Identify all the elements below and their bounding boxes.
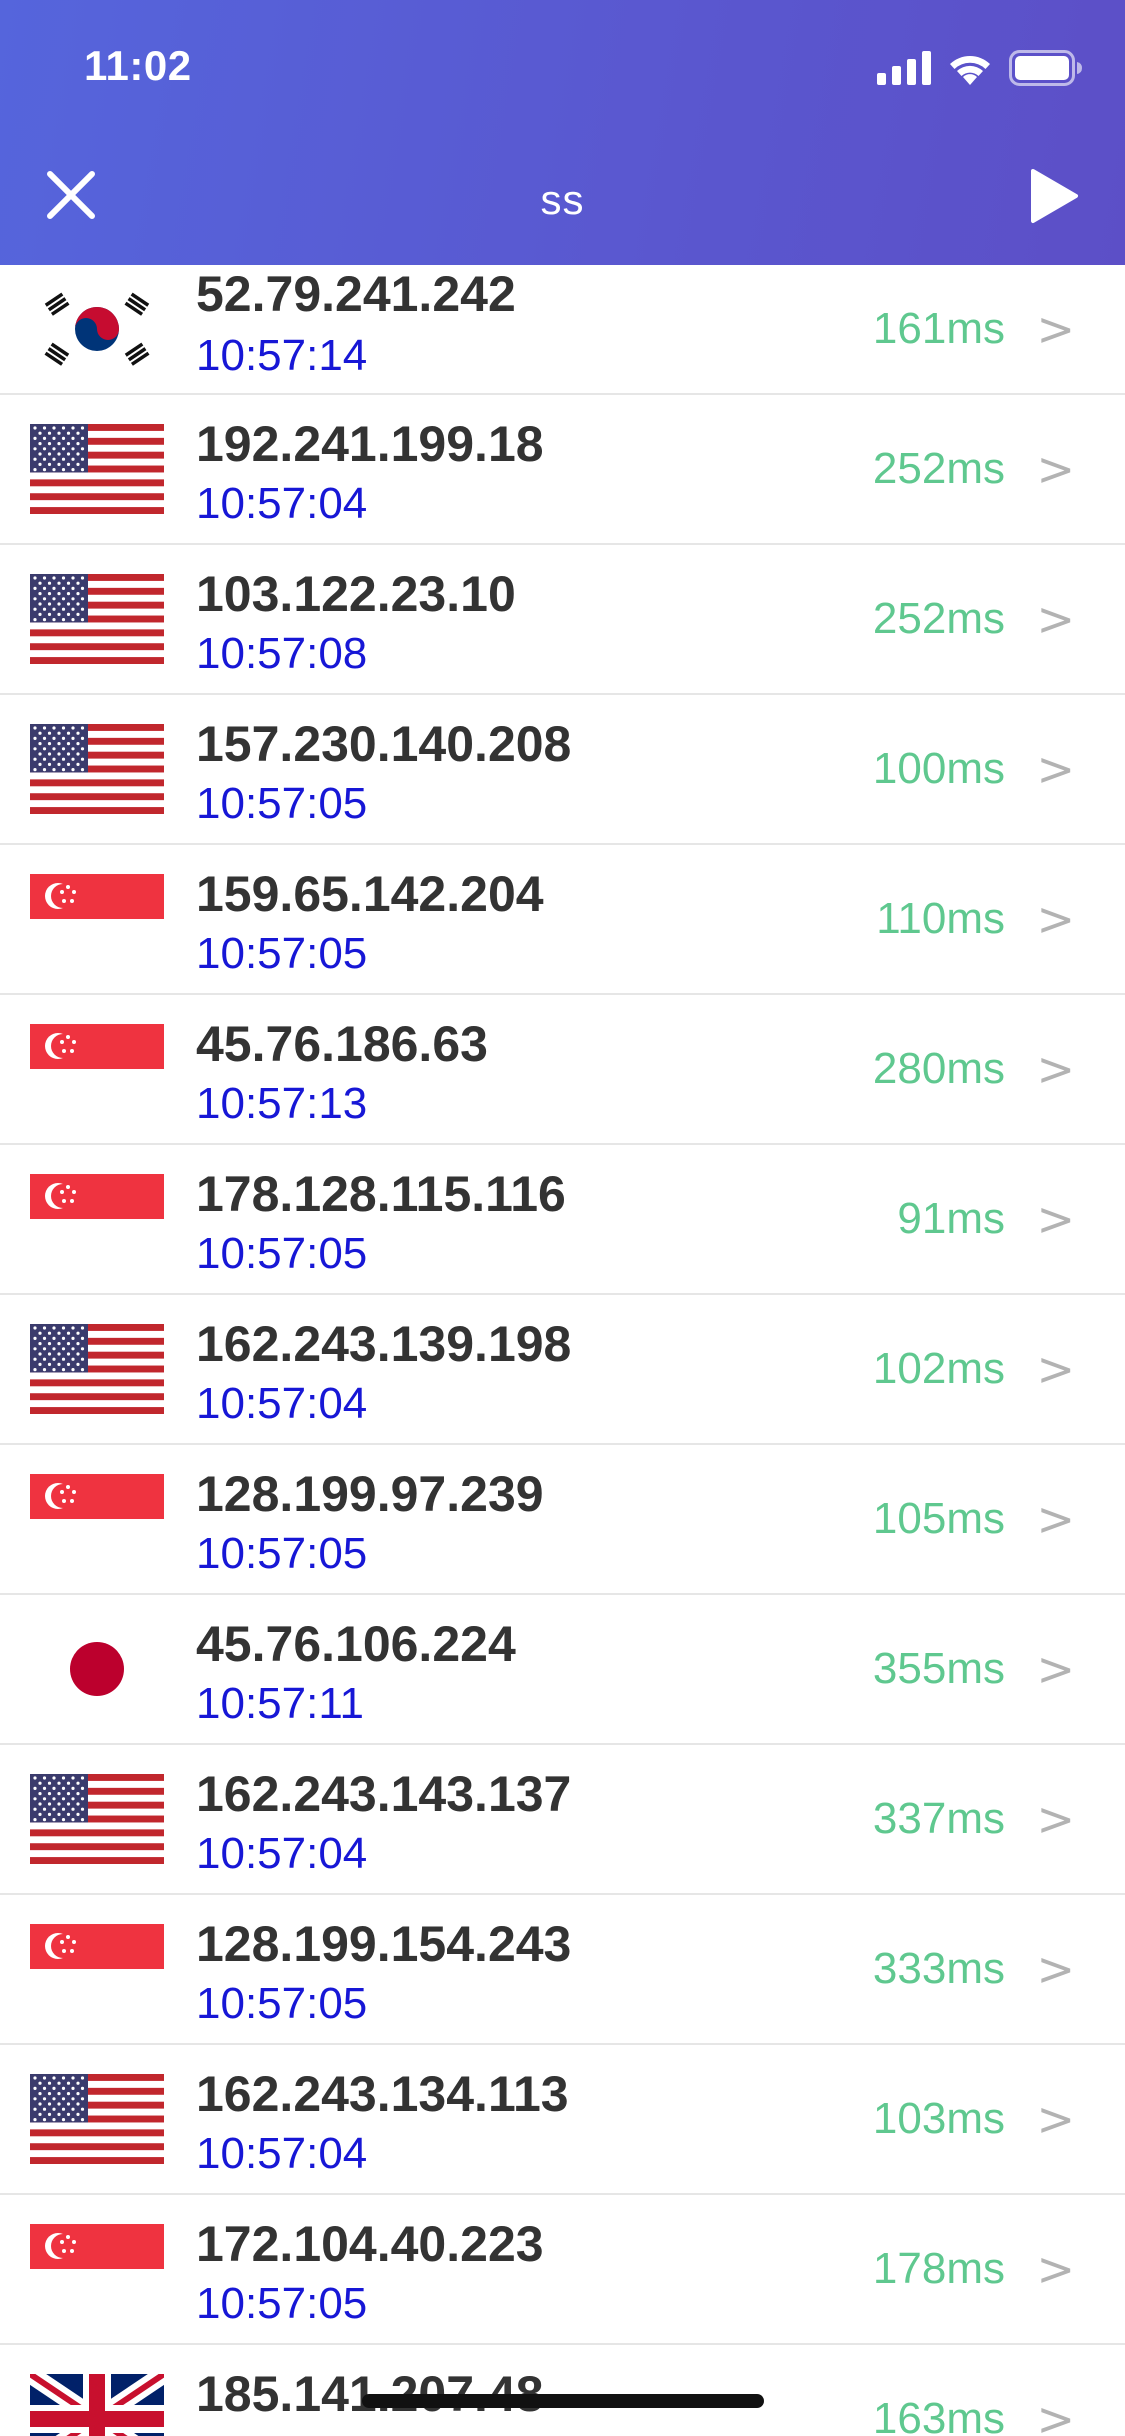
chevron-right-icon: > [1036, 302, 1075, 356]
server-ip: 128.199.97.239 [196, 1466, 544, 1522]
server-timestamp: 10:57:04 [196, 1379, 368, 1428]
server-row[interactable]: 178.128.115.116 10:57:05 91ms > [0, 1145, 1125, 1295]
chevron-right-icon: > [1036, 1792, 1075, 1846]
server-row[interactable]: 172.104.40.223 10:57:05 178ms > [0, 2195, 1125, 2345]
server-ip: 128.199.154.243 [196, 1916, 572, 1972]
server-timestamp: 10:57:05 [196, 779, 368, 828]
server-row[interactable]: 162.243.139.198 10:57:04 102ms > [0, 1295, 1125, 1445]
server-latency: 178ms [872, 2244, 1005, 2293]
server-ip: 162.243.139.198 [196, 1316, 572, 1372]
chevron-right-icon: > [1036, 1492, 1075, 1546]
server-timestamp: 10:57:04 [196, 479, 368, 528]
server-ip: 172.104.40.223 [196, 2216, 544, 2272]
us-flag-icon [30, 2074, 164, 2164]
server-row[interactable]: 159.65.142.204 10:57:05 110ms > [0, 845, 1125, 995]
chevron-right-icon: > [1036, 2092, 1075, 2146]
server-latency: 110ms [876, 894, 1005, 943]
server-latency: 102ms [872, 1344, 1005, 1393]
chevron-right-icon: > [1036, 1042, 1075, 1096]
chevron-right-icon: > [1036, 892, 1075, 946]
close-icon[interactable] [44, 168, 98, 222]
home-indicator [362, 2394, 764, 2408]
singapore-flag-icon [30, 1924, 164, 2014]
server-latency: 355ms [872, 1644, 1005, 1693]
uk-flag-icon [30, 2374, 164, 2436]
singapore-flag-icon [30, 2224, 164, 2314]
server-ip: 45.76.186.63 [196, 1016, 488, 1072]
server-latency: 337ms [872, 1794, 1005, 1843]
wifi-icon [950, 56, 990, 85]
cellular-signal-icon [877, 51, 931, 85]
chevron-right-icon: > [1036, 1942, 1075, 1996]
server-row[interactable]: 185.141.207.48163ms> [0, 2345, 1125, 2436]
server-ip: 162.243.134.113 [196, 2066, 569, 2122]
chevron-right-icon: > [1036, 2392, 1075, 2436]
battery-icon [1009, 50, 1082, 86]
server-row[interactable]: 162.243.143.137 10:57:04 337ms > [0, 1745, 1125, 1895]
singapore-flag-icon [30, 874, 164, 964]
chevron-right-icon: > [1036, 1192, 1075, 1246]
server-latency: 91ms [897, 1194, 1005, 1243]
server-timestamp: 10:57:13 [196, 1079, 368, 1128]
server-list: 52.79.241.242 10:57:14 161ms >192.241.199.1… [0, 265, 1125, 2436]
us-flag-icon [30, 1774, 164, 1864]
server-ip: 159.65.142.204 [196, 866, 544, 922]
server-ip: 157.230.140.208 [196, 716, 572, 772]
server-row[interactable]: 128.199.154.243 10:57:05 333ms > [0, 1895, 1125, 2045]
server-latency: 161ms [872, 304, 1005, 353]
play-icon[interactable] [1029, 168, 1079, 224]
server-timestamp: 10:57:11 [196, 1679, 365, 1728]
server-ip: 192.241.199.18 [196, 416, 544, 472]
server-latency: 252ms [872, 594, 1005, 643]
server-row[interactable]: 103.122.23.10 10:57:08 252ms > [0, 545, 1125, 695]
server-latency: 280ms [872, 1044, 1005, 1093]
server-latency: 103ms [872, 2094, 1005, 2143]
server-row[interactable]: 192.241.199.18 10:57:04 252ms > [0, 395, 1125, 545]
server-latency: 163ms [872, 2394, 1005, 2436]
page-title: ss [540, 176, 585, 223]
server-ip: 52.79.241.242 [196, 266, 516, 322]
nav-header: 11:02 ss [0, 0, 1125, 265]
us-flag-icon [30, 724, 164, 814]
chevron-right-icon: > [1036, 592, 1075, 646]
server-row[interactable]: 157.230.140.208 10:57:05 100ms > [0, 695, 1125, 845]
singapore-flag-icon [30, 1174, 164, 1264]
server-row[interactable]: 45.76.106.224 10:57:11 355ms > [0, 1595, 1125, 1745]
server-timestamp: 10:57:05 [196, 1229, 368, 1278]
server-timestamp: 10:57:05 [196, 1979, 368, 2028]
server-latency: 252ms [872, 444, 1005, 493]
server-latency: 100ms [872, 744, 1005, 793]
server-latency: 333ms [872, 1944, 1005, 1993]
server-timestamp: 10:57:05 [196, 2279, 368, 2328]
server-row[interactable]: 162.243.134.113 10:57:04 103ms > [0, 2045, 1125, 2195]
server-timestamp: 10:57:05 [196, 929, 368, 978]
chevron-right-icon: > [1036, 1642, 1075, 1696]
chevron-right-icon: > [1036, 2242, 1075, 2296]
japan-flag-icon [30, 1624, 164, 1714]
server-latency: 105ms [872, 1494, 1005, 1543]
server-ip: 162.243.143.137 [196, 1766, 572, 1822]
chevron-right-icon: > [1036, 742, 1075, 796]
server-timestamp: 10:57:14 [196, 331, 368, 380]
server-timestamp: 10:57:08 [196, 629, 368, 678]
us-flag-icon [30, 424, 164, 514]
server-row[interactable]: 128.199.97.239 10:57:05 105ms > [0, 1445, 1125, 1595]
chevron-right-icon: > [1036, 442, 1075, 496]
server-timestamp: 10:57:04 [196, 2129, 368, 2178]
server-ip: 178.128.115.116 [196, 1166, 566, 1222]
server-row[interactable]: 45.76.186.63 10:57:13 280ms > [0, 995, 1125, 1145]
server-timestamp: 10:57:05 [196, 1529, 368, 1578]
server-timestamp: 10:57:04 [196, 1829, 368, 1878]
status-icons [877, 48, 1083, 88]
server-row[interactable]: 52.79.241.242 10:57:14 161ms > [0, 265, 1125, 395]
status-time: 11:02 [84, 42, 192, 89]
server-ip: 45.76.106.224 [196, 1616, 516, 1672]
singapore-flag-icon [30, 1474, 164, 1564]
chevron-right-icon: > [1036, 1342, 1075, 1396]
server-ip: 103.122.23.10 [196, 566, 516, 622]
us-flag-icon [30, 574, 164, 664]
south-korea-flag-icon [30, 284, 164, 374]
us-flag-icon [30, 1324, 164, 1414]
singapore-flag-icon [30, 1024, 164, 1114]
